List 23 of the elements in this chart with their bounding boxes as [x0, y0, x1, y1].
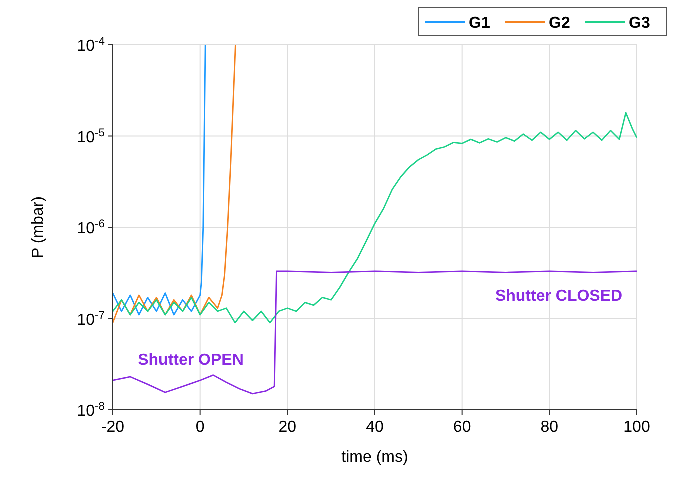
x-tick-label: 100	[624, 419, 650, 436]
y-tick-label: 10$^{-8}$	[77, 401, 105, 420]
x-tick-label: 80	[540, 419, 559, 436]
x-tick-label: 60	[453, 419, 472, 436]
x-tick-label: 0	[196, 419, 205, 436]
x-tick-label: -20	[101, 419, 125, 436]
legend-label: G3	[629, 15, 650, 32]
x-axis-title: time (ms)	[342, 449, 408, 466]
legend-label: G1	[469, 15, 490, 32]
line-series	[113, 44, 236, 324]
x-tick-label: 40	[366, 419, 384, 436]
x-tick-label: 20	[278, 419, 297, 436]
line-series	[113, 112, 637, 324]
line-series	[113, 270, 637, 395]
y-tick-label: 10$^{-7}$	[77, 310, 105, 329]
y-axis-title: P (mbar)	[30, 196, 47, 258]
annotation: Shutter CLOSED	[495, 288, 623, 305]
y-tick-label: 10$^{-5}$	[77, 127, 105, 146]
legend-label: G2	[549, 15, 570, 32]
y-tick-label: 10$^{-4}$	[77, 36, 105, 55]
line-series	[113, 44, 206, 316]
annotation: Shutter OPEN	[138, 352, 244, 369]
y-tick-label: 10$^{-6}$	[77, 218, 105, 238]
